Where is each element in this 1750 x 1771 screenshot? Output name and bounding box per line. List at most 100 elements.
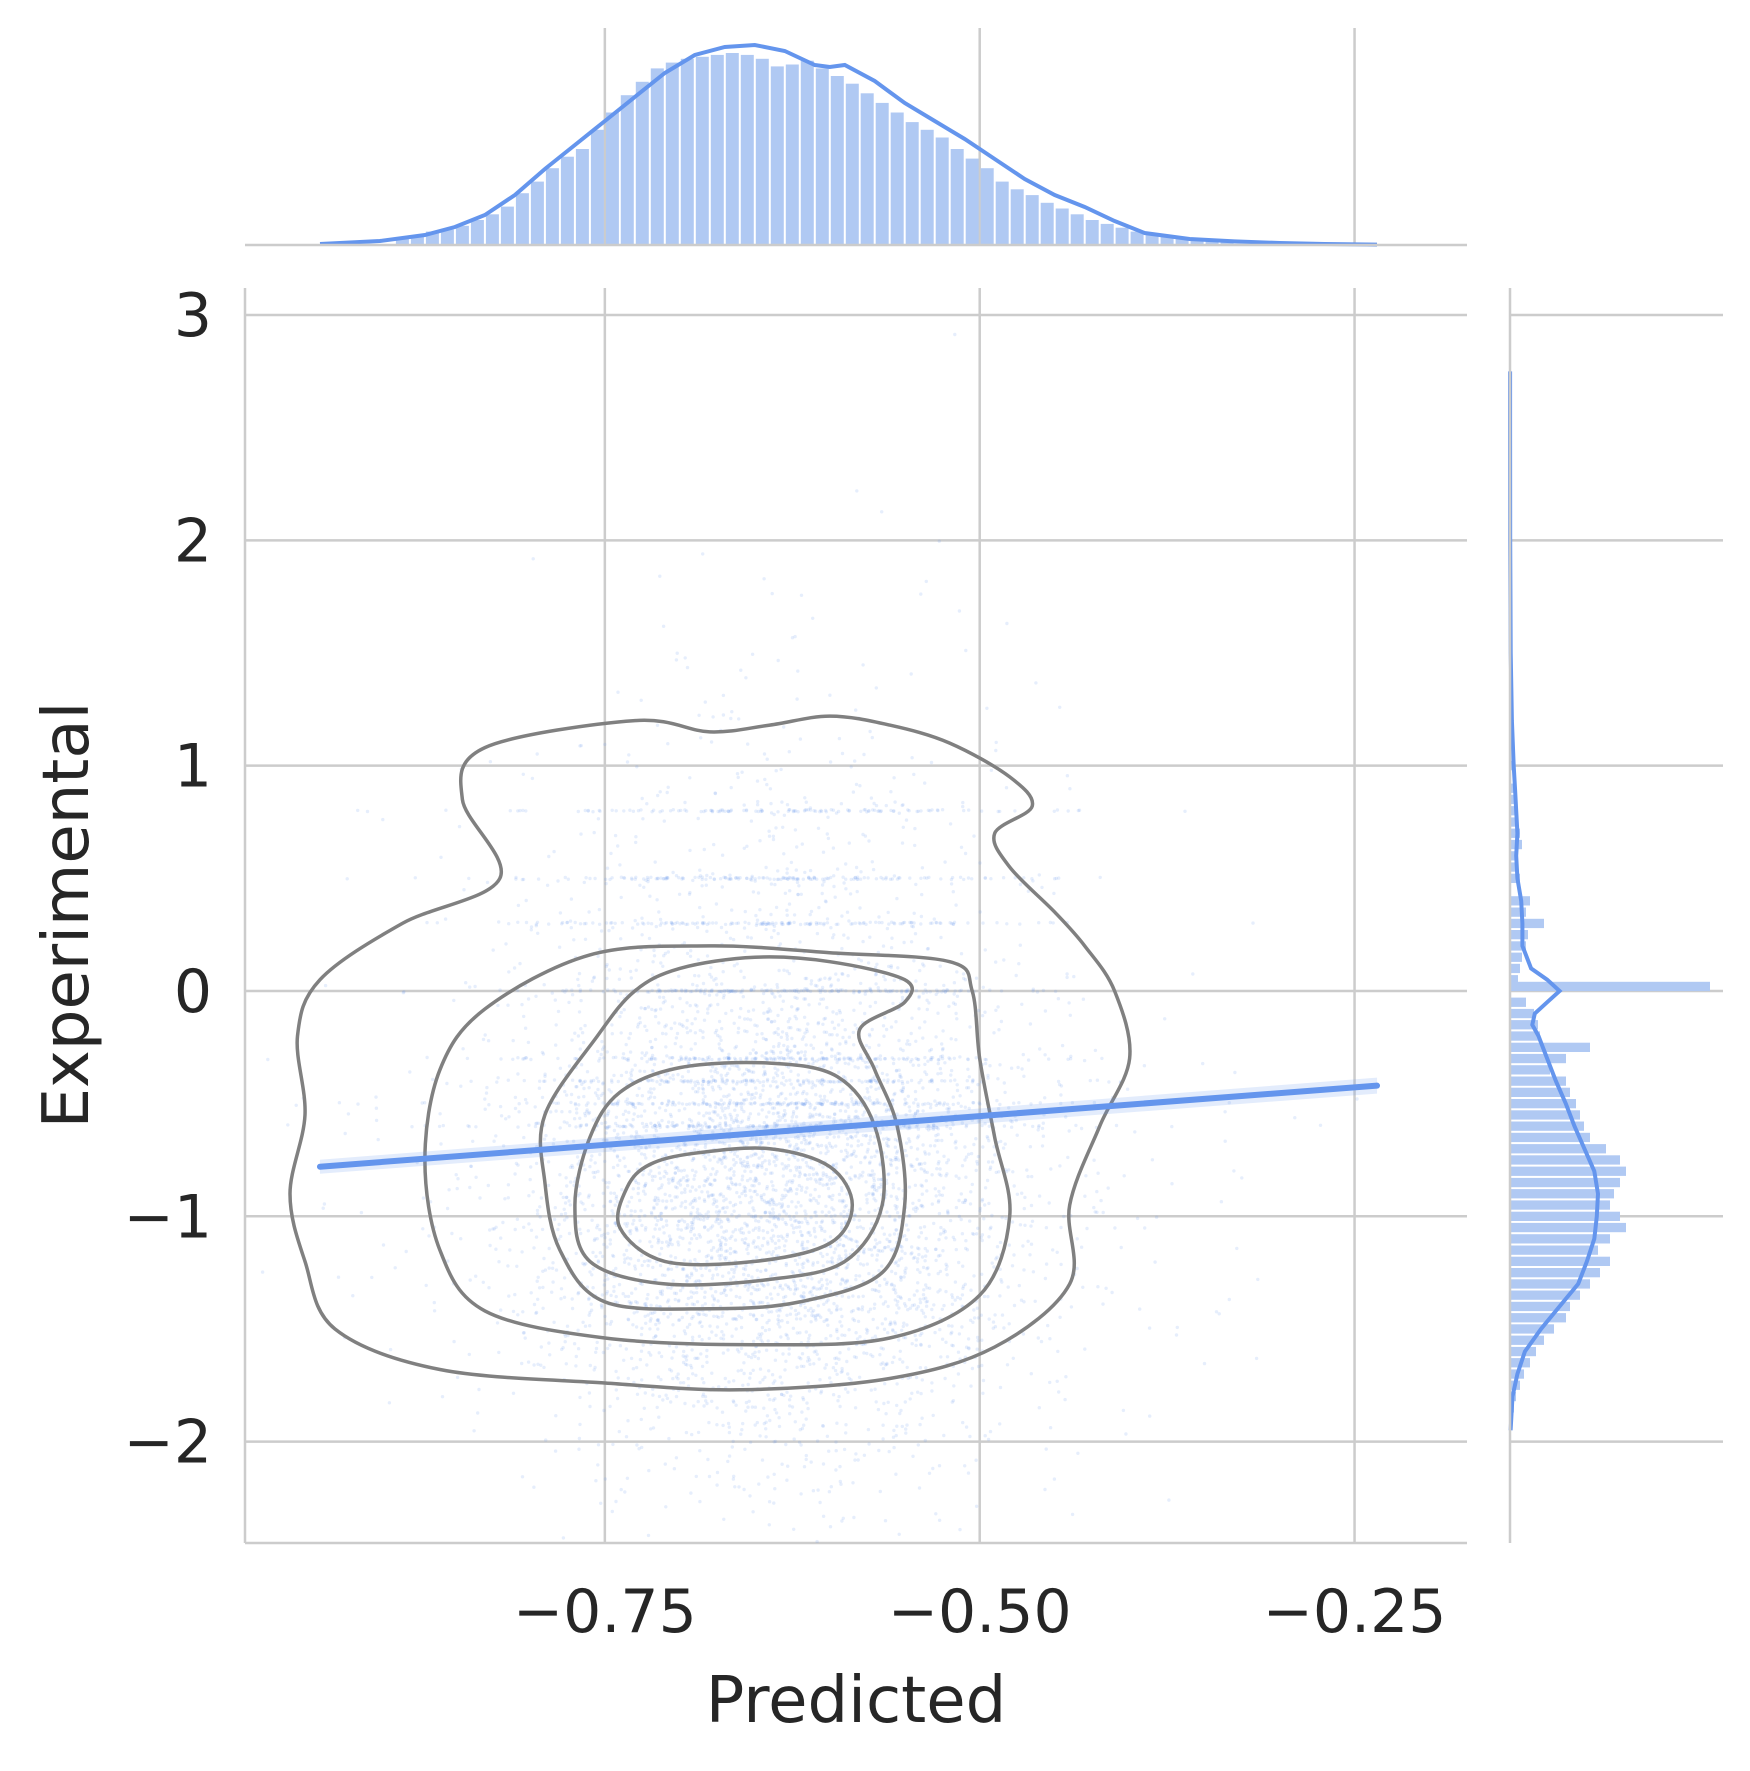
scatter-point xyxy=(785,1037,789,1042)
scatter-point xyxy=(760,1244,765,1248)
scatter-point xyxy=(537,1286,542,1290)
scatter-point xyxy=(913,1089,918,1094)
scatter-point xyxy=(827,1449,831,1453)
scatter-point xyxy=(819,1102,824,1107)
scatter-point xyxy=(768,877,772,881)
scatter-point xyxy=(854,1099,858,1103)
scatter-point xyxy=(781,922,785,926)
scatter-point xyxy=(976,1082,980,1087)
scatter-point xyxy=(817,988,821,992)
scatter-point xyxy=(932,1303,936,1307)
scatter-point xyxy=(761,1000,765,1005)
scatter-point xyxy=(503,1197,507,1201)
scatter-point xyxy=(819,988,823,992)
scatter-point xyxy=(629,1071,633,1075)
scatter-point xyxy=(670,1177,674,1181)
scatter-point xyxy=(943,1079,947,1083)
scatter-point xyxy=(640,1121,645,1126)
scatter-point xyxy=(746,1251,750,1256)
scatter-point xyxy=(777,1416,781,1420)
scatter-point xyxy=(568,1203,572,1207)
scatter-point xyxy=(683,1205,688,1210)
scatter-point xyxy=(712,877,717,882)
scatter-point xyxy=(863,834,868,838)
scatter-point xyxy=(954,1038,958,1042)
scatter-point xyxy=(920,892,924,897)
scatter-point xyxy=(527,1123,531,1127)
scatter-point xyxy=(642,877,646,881)
scatter-point xyxy=(771,1051,776,1055)
scatter-point xyxy=(623,1109,628,1113)
scatter-point xyxy=(688,1029,693,1033)
scatter-point xyxy=(745,1029,749,1034)
scatter-point xyxy=(763,1172,767,1176)
scatter-point xyxy=(1019,1298,1024,1302)
scatter-point xyxy=(647,1350,651,1355)
scatter-point xyxy=(923,1259,927,1263)
scatter-point xyxy=(524,809,528,813)
scatter-point xyxy=(516,1056,520,1060)
scatter-point xyxy=(1017,962,1021,966)
scatter-point xyxy=(1167,1498,1171,1502)
scatter-point xyxy=(786,1019,790,1024)
scatter-point xyxy=(631,809,636,813)
scatter-point xyxy=(534,924,538,928)
scatter-point xyxy=(652,1149,656,1153)
scatter-point xyxy=(918,1422,922,1427)
scatter-point xyxy=(664,921,669,925)
scatter-point xyxy=(544,1438,548,1442)
scatter-point xyxy=(911,1164,915,1169)
scatter-point xyxy=(746,1354,751,1359)
scatter-point xyxy=(663,999,667,1003)
scatter-point xyxy=(923,988,927,992)
scatter-point xyxy=(651,1069,655,1074)
scatter-point xyxy=(768,1212,773,1216)
scatter-point xyxy=(605,962,609,967)
scatter-point xyxy=(859,1055,863,1059)
scatter-point xyxy=(569,926,573,930)
scatter-point xyxy=(705,1216,710,1221)
scatter-point xyxy=(432,1300,436,1305)
scatter-point xyxy=(707,1336,711,1341)
scatter-point xyxy=(345,877,349,881)
scatter-point xyxy=(853,1406,858,1410)
scatter-point xyxy=(804,1057,808,1061)
scatter-point xyxy=(721,1310,725,1315)
scatter-point xyxy=(820,1210,824,1214)
scatter-point xyxy=(776,1292,780,1297)
scatter-point xyxy=(755,1140,759,1145)
scatter-point xyxy=(642,922,646,926)
scatter-point xyxy=(674,1123,679,1127)
scatter-point xyxy=(662,1080,667,1084)
scatter-point xyxy=(720,1026,724,1031)
scatter-point xyxy=(893,1137,898,1142)
scatter-point xyxy=(914,1375,919,1380)
scatter-point xyxy=(950,1293,954,1297)
scatter-point xyxy=(540,1095,545,1100)
scatter-point xyxy=(1043,1009,1048,1013)
scatter-point xyxy=(900,1079,904,1084)
scatter-point xyxy=(750,1183,754,1188)
scatter-point xyxy=(776,1234,780,1239)
scatter-point xyxy=(706,1228,710,1232)
scatter-point xyxy=(724,1293,728,1298)
scatter-point xyxy=(649,922,654,926)
scatter-point xyxy=(775,877,780,882)
scatter-point xyxy=(645,802,649,806)
scatter-point xyxy=(812,1314,816,1318)
scatter-point xyxy=(618,1158,622,1163)
scatter-point xyxy=(1056,997,1061,1001)
scatter-point xyxy=(919,809,923,813)
scatter-point xyxy=(801,1265,805,1270)
scatter-point xyxy=(734,1102,739,1107)
scatter-point xyxy=(870,1336,875,1340)
scatter-point xyxy=(322,1202,327,1206)
scatter-point xyxy=(889,920,894,924)
scatter-point xyxy=(773,1407,777,1412)
scatter-point xyxy=(786,1336,790,1341)
scatter-point xyxy=(738,990,742,994)
scatter-point xyxy=(811,1263,815,1267)
scatter-point xyxy=(1096,1285,1100,1289)
scatter-point xyxy=(881,1423,885,1427)
scatter-point xyxy=(711,1078,715,1082)
